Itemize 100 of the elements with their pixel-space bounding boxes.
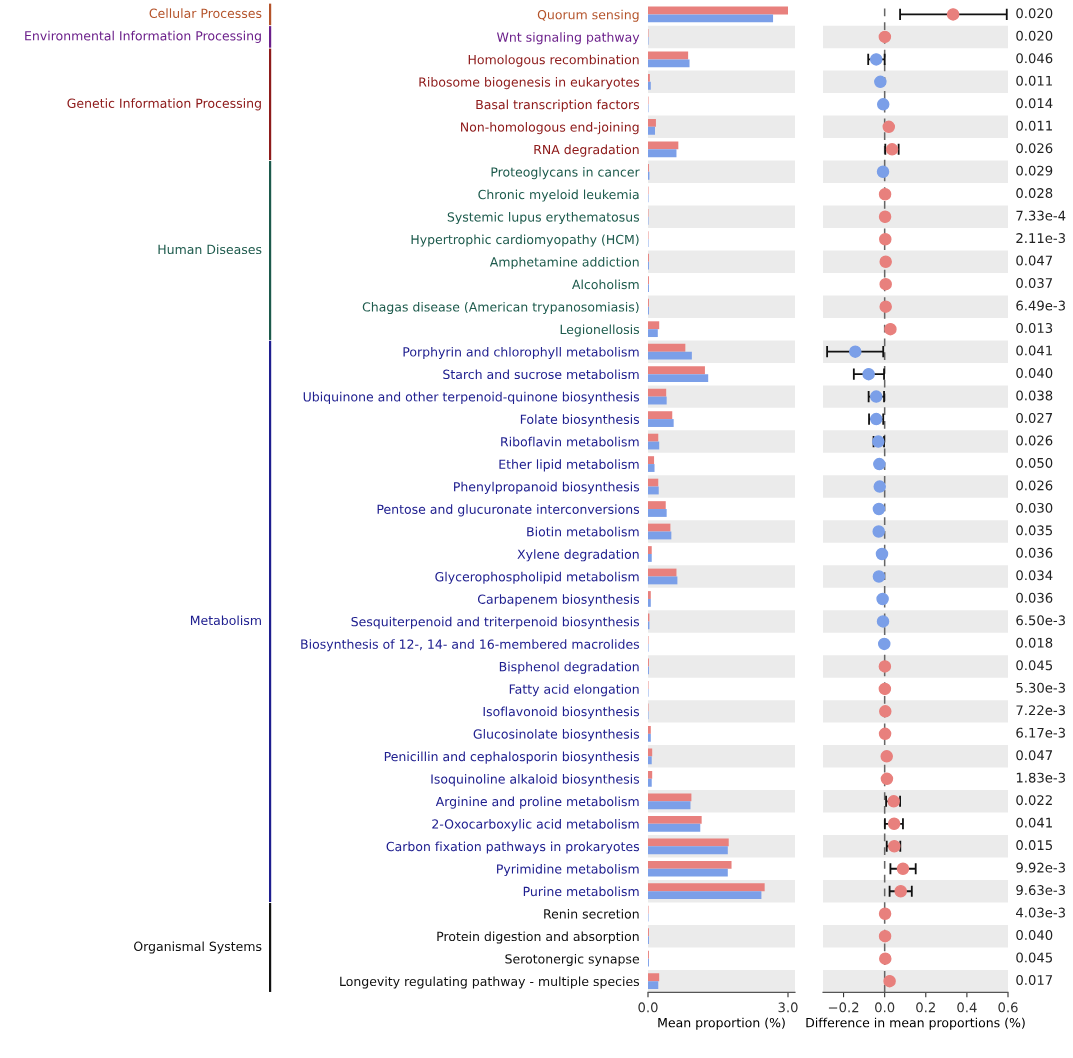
point (882, 120, 896, 134)
y-tick-label: Systemic lupus erythematosus (447, 212, 640, 225)
text: 0.015 (1016, 840, 1053, 851)
y-tick-label: Purine metabolism (523, 886, 639, 897)
bar (648, 576, 678, 585)
y-tick-label: 2-Oxocarboxylic acid metabolism (432, 819, 639, 832)
x-tick-label: 0.0 (638, 1002, 658, 1013)
text: 0.011 (1016, 75, 1052, 86)
text: 6.50e-3 (1016, 615, 1065, 626)
point (876, 98, 890, 111)
point (896, 862, 910, 876)
y-tick-label: Starch and sucrose metabolism (443, 369, 639, 380)
point (879, 705, 892, 718)
text: 0.017 (1016, 975, 1053, 985)
point (874, 75, 887, 89)
y-tick-label: Non-homologous end-joining (461, 122, 639, 135)
bar (648, 366, 705, 375)
bar (648, 598, 651, 607)
bar (648, 118, 656, 127)
bar (648, 860, 732, 869)
y-tick-label: Arginine and proline metabolism (435, 796, 639, 809)
x-tick-label: −0.2 (828, 1002, 859, 1013)
point (873, 480, 886, 493)
point (884, 322, 897, 336)
text: 7.22e-3 (1016, 705, 1065, 716)
y-tick-label: Bisphenol degradation (499, 661, 639, 674)
bar (648, 554, 652, 562)
bar (648, 509, 667, 517)
bar (648, 351, 692, 360)
text: 0.045 (1016, 952, 1053, 963)
bar (648, 329, 658, 338)
y-tick-label: Serotonergic synapse (505, 953, 639, 967)
bar (648, 433, 659, 442)
bar (648, 14, 774, 23)
text: 0.013 (1016, 323, 1053, 333)
bar (648, 374, 709, 382)
bar (648, 733, 651, 742)
bar (648, 981, 659, 990)
text: 0.011 (1016, 120, 1052, 131)
text: 0.045 (1016, 660, 1053, 671)
bar (648, 149, 677, 158)
y-tick-label: Renin secretion (544, 908, 639, 919)
text: Human Diseases (158, 244, 262, 255)
y-tick-label: Isoquinoline alkaloid biosynthesis (431, 774, 640, 787)
x-tick-label: 3.0 (778, 1002, 798, 1013)
y-tick-label: Biotin metabolism (527, 526, 639, 537)
bar (648, 778, 652, 787)
point (876, 615, 890, 628)
bar (648, 725, 651, 734)
text: 0.047 (1016, 255, 1053, 266)
point (880, 750, 893, 763)
point (879, 952, 892, 965)
point (878, 210, 892, 224)
text: Metabolism (190, 615, 261, 626)
y-tick-label: Pentose and glucuronate interconversions (377, 504, 640, 517)
bar (648, 343, 686, 352)
text: 0.018 (1016, 637, 1053, 648)
text: Organismal Systems (134, 941, 262, 954)
bar (648, 770, 653, 779)
bar (648, 456, 655, 465)
y-tick-label: Phenylpropanoid biosynthesis (454, 481, 640, 494)
text: 0.028 (1016, 188, 1053, 199)
text: 0.037 (1016, 278, 1053, 289)
bar (648, 801, 691, 810)
y-tick-label: Ribosome biogenesis in eukaryotes (419, 77, 640, 90)
text: Genetic Information Processing (67, 98, 261, 111)
point (876, 592, 889, 606)
y-tick-label: Porphyrin and chlorophyll metabolism (403, 346, 639, 359)
y-tick-label: Amphetamine addiction (489, 256, 639, 270)
text: 1.83e-3 (1016, 772, 1065, 783)
point (878, 637, 891, 651)
bar (648, 756, 652, 765)
y-tick-label: Chagas disease (American trypanosomiasis) (362, 301, 639, 315)
text: 0.036 (1016, 592, 1053, 603)
text: 0.036 (1016, 547, 1053, 558)
point (849, 345, 862, 358)
y-tick-label: Proteoglycans in cancer (491, 167, 640, 180)
text: 0.035 (1016, 525, 1053, 536)
bar (648, 419, 674, 427)
text: 9.92e-3 (1016, 862, 1065, 873)
y-tick-label: Fatty acid elongation (509, 684, 639, 697)
text: 0.041 (1016, 817, 1052, 828)
text: 6.49e-3 (1016, 300, 1065, 311)
point (878, 660, 892, 673)
y-tick-label: Quorum sensing (537, 9, 639, 22)
text: 0.029 (1016, 165, 1053, 176)
text: 4.03e-3 (1016, 907, 1065, 918)
text: 7.33e-4 (1016, 210, 1066, 221)
y-tick-label: Alcoholism (572, 279, 639, 290)
point (876, 165, 890, 179)
y-tick-label: Chronic myeloid leukemia (478, 189, 639, 202)
bar (648, 396, 667, 405)
point (879, 300, 892, 313)
point (880, 772, 894, 786)
point (878, 682, 892, 696)
y-tick-label: Protein digestion and absorption (437, 931, 639, 944)
bar (648, 846, 728, 855)
point (878, 907, 892, 920)
y-tick-label: Pyrimidine metabolism (497, 864, 639, 877)
y-tick-label: Wnt signaling pathway (496, 32, 640, 45)
